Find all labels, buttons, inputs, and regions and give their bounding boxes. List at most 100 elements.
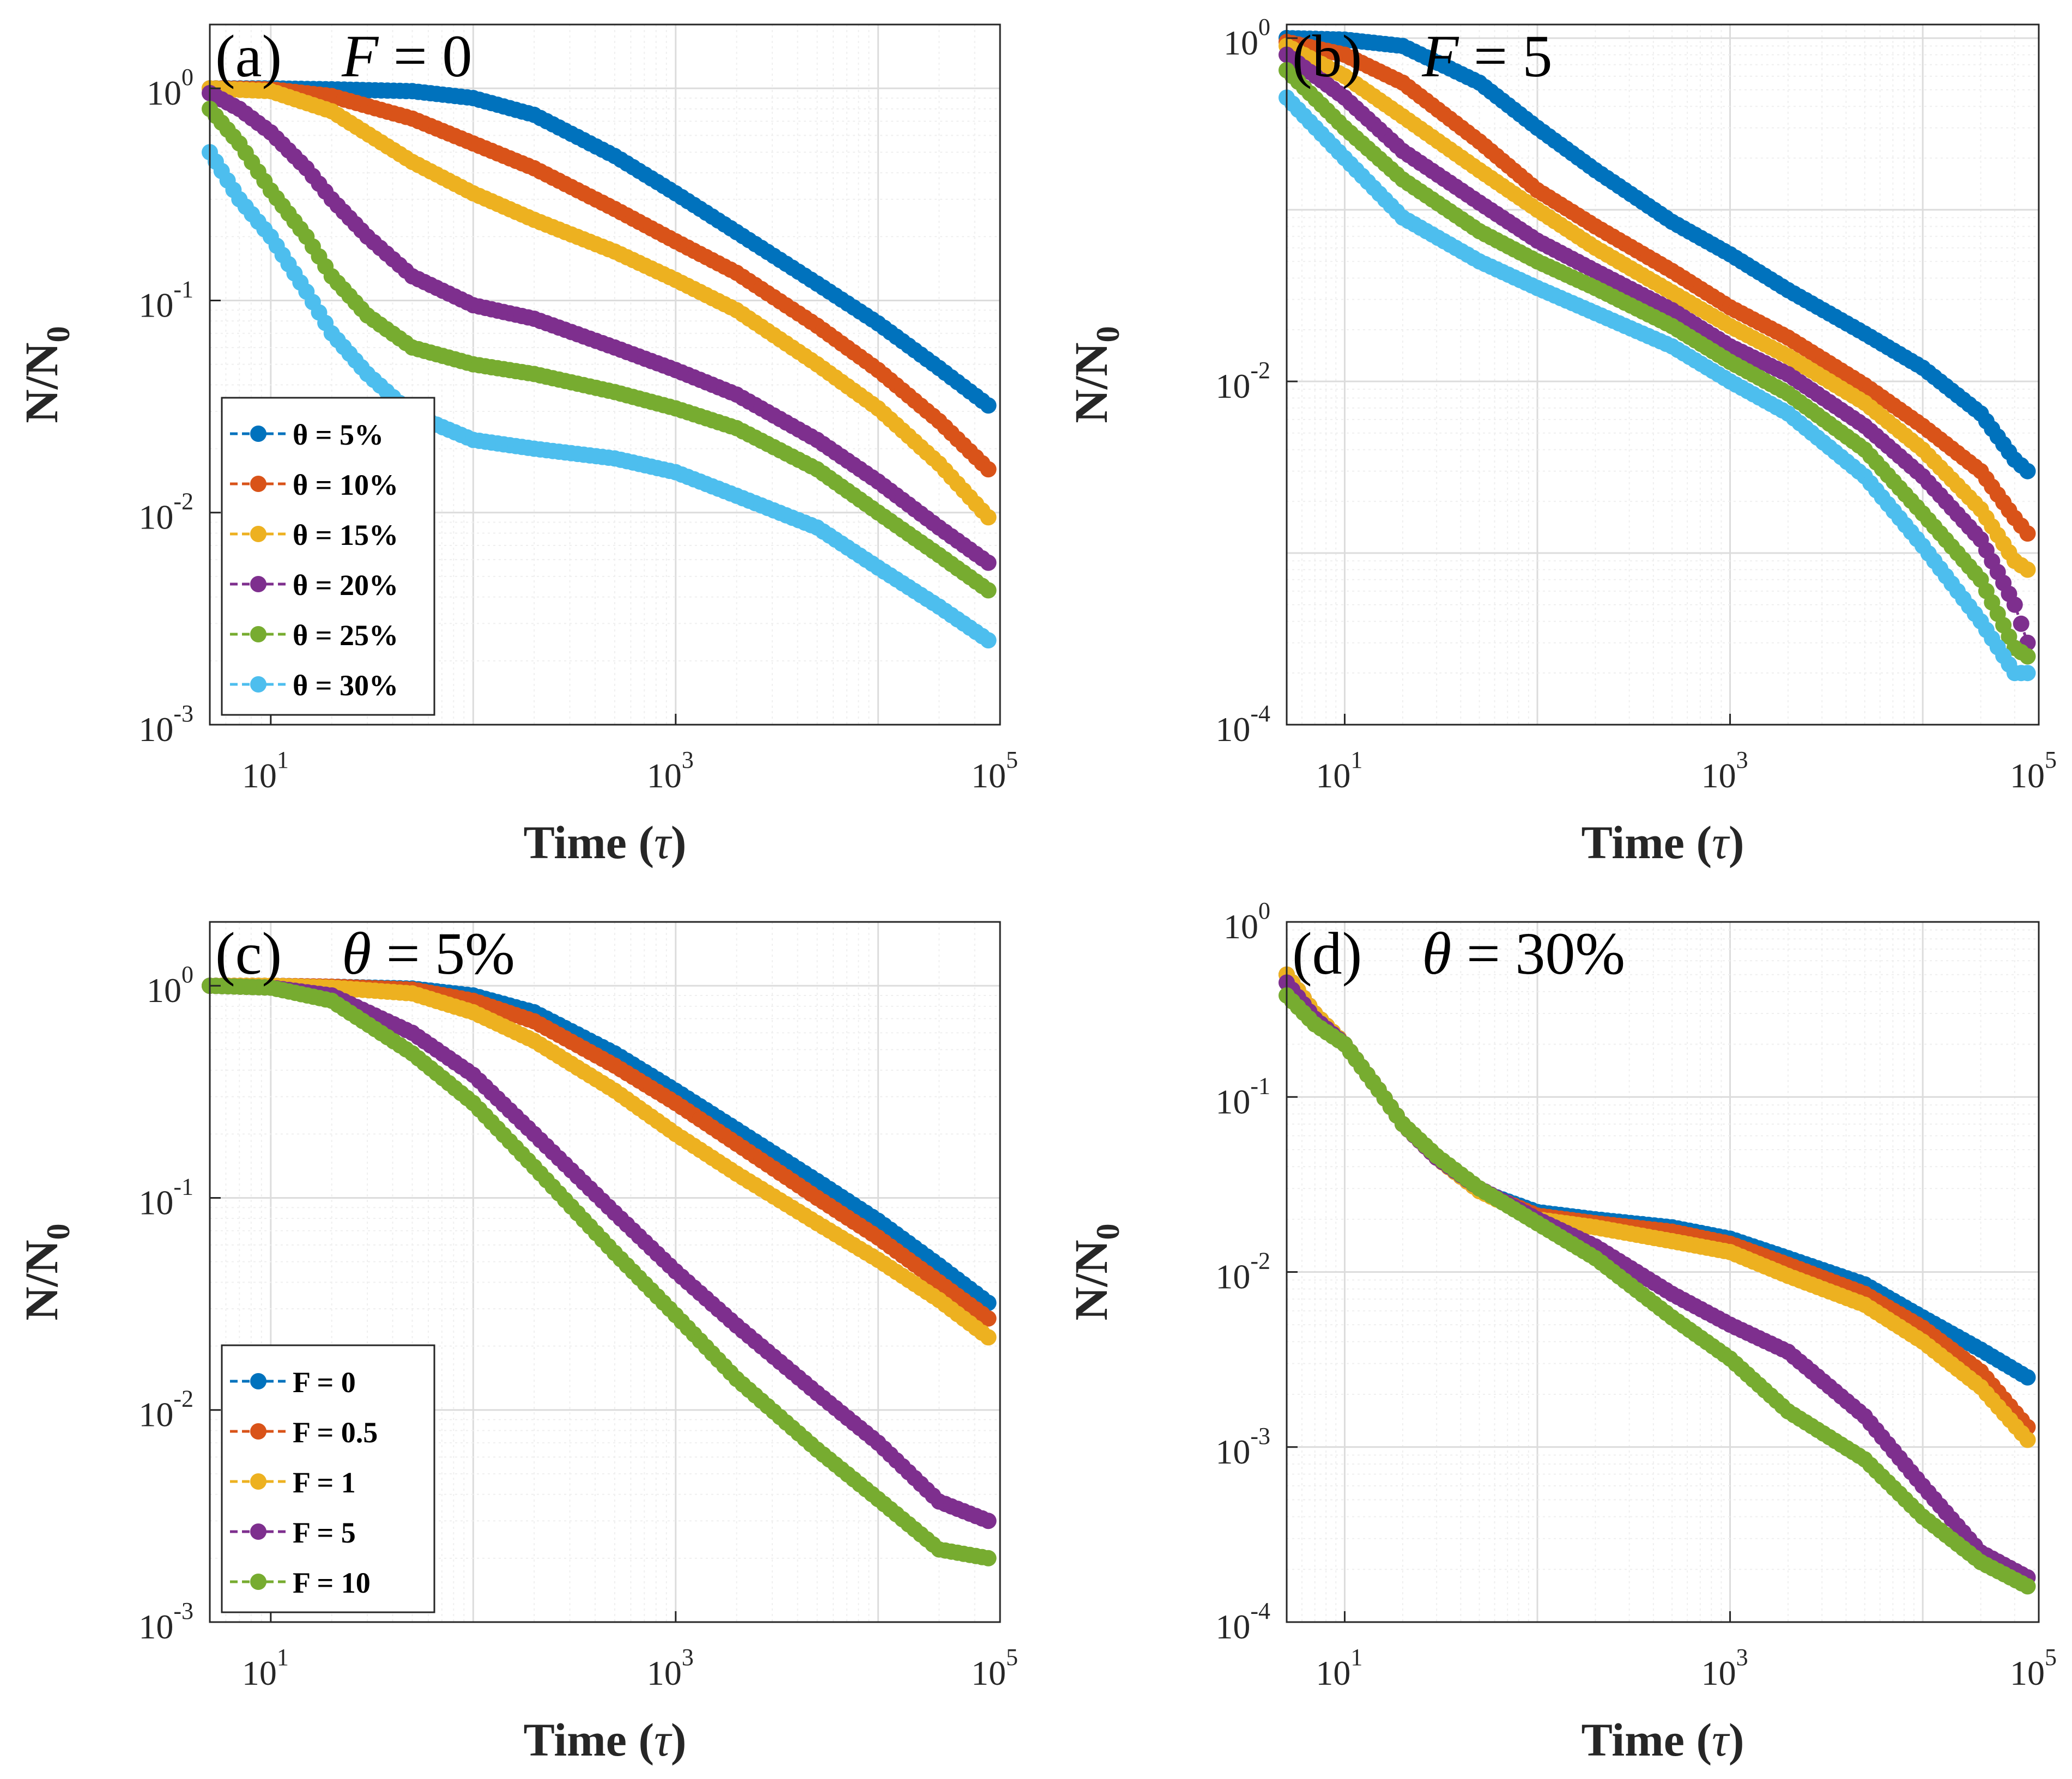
data-point xyxy=(980,509,997,526)
series-3 xyxy=(202,977,997,1346)
legend-item: θ = 20% xyxy=(230,569,398,602)
data-point xyxy=(980,397,997,414)
data-point xyxy=(980,554,997,571)
y-tick-label: 10-3 xyxy=(138,700,193,749)
x-tick-label: 101 xyxy=(1316,1644,1362,1692)
y-tick-label: 100 xyxy=(1223,897,1270,946)
x-axis-label: Time (τ) xyxy=(523,816,686,869)
series-group xyxy=(202,80,997,649)
x-tick-label: 101 xyxy=(242,1644,289,1692)
series-4 xyxy=(1279,46,2036,651)
data-point xyxy=(980,461,997,478)
y-tick-label: 10-2 xyxy=(1215,357,1270,405)
x-axis-label: Time (τ) xyxy=(1581,816,1744,869)
y-tick-label: 100 xyxy=(1223,14,1270,62)
y-axis-label: N/N0 xyxy=(15,1223,76,1320)
x-tick-label: 105 xyxy=(2010,1644,2057,1692)
x-tick-label: 103 xyxy=(647,746,694,795)
data-point xyxy=(2006,596,2023,613)
series-5 xyxy=(1279,62,2036,665)
legend-label: F = 0 xyxy=(293,1366,356,1399)
legend-swatch-marker xyxy=(250,676,266,693)
y-tick-label: 10-1 xyxy=(1215,1072,1270,1121)
y-axis-label: N/N0 xyxy=(1065,326,1126,423)
y-tick-label: 10-3 xyxy=(138,1598,193,1646)
legend-label: F = 10 xyxy=(293,1567,371,1599)
series-3 xyxy=(202,80,997,526)
data-point xyxy=(980,582,997,599)
data-point xyxy=(980,1550,997,1567)
x-tick-label: 103 xyxy=(1701,746,1748,795)
data-point xyxy=(2019,1431,2036,1448)
legend-label: F = 1 xyxy=(293,1466,356,1499)
data-point xyxy=(2019,665,2036,682)
legend-swatch-marker xyxy=(250,576,266,592)
data-point xyxy=(2019,1369,2036,1386)
legend-label: θ = 15% xyxy=(293,519,398,551)
panel-title: (d) θ = 30% xyxy=(1292,920,1625,987)
y-tick-label: 100 xyxy=(147,961,193,1010)
data-point xyxy=(2019,525,2036,542)
series-group xyxy=(1279,29,2036,682)
series-3 xyxy=(1279,38,2036,578)
legend-item: θ = 25% xyxy=(230,619,398,652)
series-4 xyxy=(202,84,997,571)
x-axis-label: Time (τ) xyxy=(523,1714,686,1766)
legend-item: θ = 5% xyxy=(230,418,384,451)
y-tick-label: 10-2 xyxy=(138,488,193,537)
legend-label: F = 5 xyxy=(293,1516,356,1549)
y-tick-label: 10-2 xyxy=(138,1386,193,1434)
axes-box xyxy=(209,921,1001,1623)
legend-label: θ = 25% xyxy=(293,619,398,652)
panel-title: (b) F = 5 xyxy=(1292,23,1553,89)
data-point xyxy=(2019,1578,2036,1595)
legend: F = 0 F = 0.5 F = 1 F = 5 F = 10 xyxy=(221,1344,435,1613)
data-point xyxy=(980,1513,997,1529)
legend-item: F = 10 xyxy=(230,1567,371,1599)
legend: θ = 5% θ = 10% θ = 15% θ = 20% θ = 25% θ = 30… xyxy=(221,397,435,716)
x-tick-label: 105 xyxy=(2010,746,2057,795)
legend-swatch-marker xyxy=(250,426,266,442)
chart-panel-4: 101 103 105 10-4 10-3 10-2 10-1 100 Time (τ) N/N0… xyxy=(1065,897,2057,1766)
legend-item: θ = 30% xyxy=(230,669,398,702)
chart-panel-2: 101 103 105 10-4 10-2 100 Time (τ) N/N0 (b) F = 5 xyxy=(1065,14,2057,869)
legend-swatch-marker xyxy=(250,626,266,642)
y-tick-label: 10-4 xyxy=(1215,700,1270,749)
series-5 xyxy=(202,100,997,599)
series-group xyxy=(1279,966,2036,1595)
legend-swatch-marker xyxy=(250,1574,266,1590)
data-point xyxy=(980,1329,997,1346)
grid xyxy=(1286,921,2039,1623)
legend-item: F = 0.5 xyxy=(230,1416,378,1449)
y-tick-label: 10-4 xyxy=(1215,1598,1270,1646)
legend-label: F = 0.5 xyxy=(293,1416,378,1449)
legend-box xyxy=(221,397,435,716)
y-tick-label: 10-2 xyxy=(1215,1248,1270,1296)
y-axis-label: N/N0 xyxy=(1065,1223,1126,1320)
x-tick-label: 105 xyxy=(971,746,1018,795)
legend-item: θ = 15% xyxy=(230,519,398,551)
series-5 xyxy=(1279,987,2036,1595)
x-tick-label: 105 xyxy=(971,1644,1018,1692)
legend-item: F = 1 xyxy=(230,1466,356,1499)
data-point xyxy=(2013,615,2029,632)
series-5 xyxy=(202,977,997,1567)
legend-swatch-marker xyxy=(250,1473,266,1490)
x-tick-label: 101 xyxy=(242,746,289,795)
data-point xyxy=(980,1310,997,1327)
legend-label: θ = 20% xyxy=(293,569,398,602)
legend-item: F = 0 xyxy=(230,1366,356,1399)
panel-title: (a) F = 0 xyxy=(215,23,472,89)
y-axis-label: N/N0 xyxy=(15,326,76,423)
legend-item: θ = 10% xyxy=(230,469,398,501)
data-point xyxy=(2019,561,2036,578)
legend-label: θ = 10% xyxy=(293,469,398,501)
axes-box xyxy=(209,23,1001,726)
y-tick-label: 10-3 xyxy=(1215,1423,1270,1471)
legend-label: θ = 5% xyxy=(293,418,384,451)
series-6 xyxy=(1279,89,2036,682)
legend-item: F = 5 xyxy=(230,1516,356,1549)
x-tick-label: 101 xyxy=(1316,746,1362,795)
legend-swatch-marker xyxy=(250,526,266,542)
